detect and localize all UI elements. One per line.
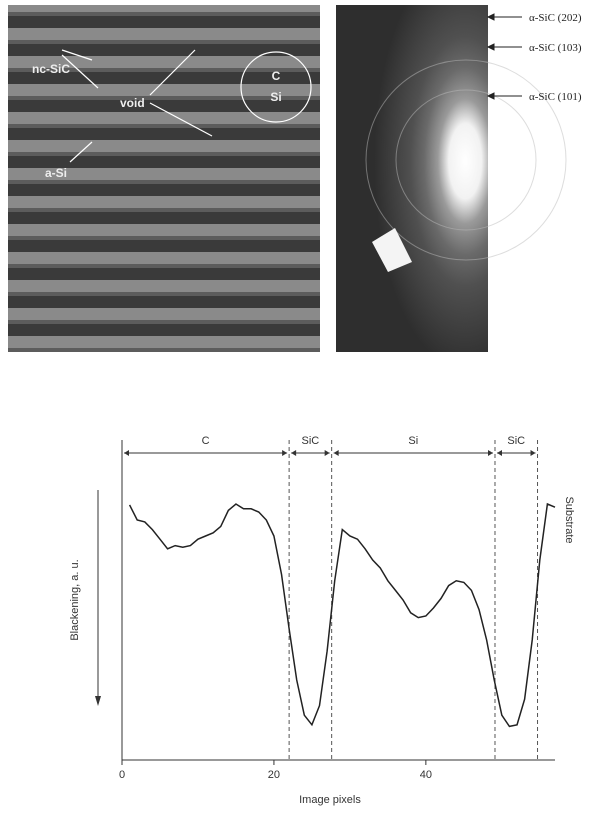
ring-label: α-SiC (202) — [529, 12, 582, 24]
arrow-head — [530, 450, 536, 456]
diffraction-spot — [372, 228, 412, 272]
label: Si — [270, 90, 281, 104]
arrow-head — [124, 450, 129, 456]
micrograph-annotations — [61, 49, 312, 163]
label: a-Si — [45, 166, 67, 180]
arrow-head — [487, 450, 493, 456]
region-label: SiC — [507, 435, 525, 447]
side-label: Substrate — [563, 496, 575, 543]
x-tick-label: 40 — [420, 769, 432, 781]
label: void — [120, 96, 145, 110]
data-line — [128, 502, 556, 728]
micrograph — [8, 5, 320, 352]
region-label: C — [202, 435, 210, 447]
ring-label: α-SiC (103) — [529, 42, 582, 54]
diffraction-pattern — [336, 5, 488, 352]
region-label: SiC — [302, 435, 320, 447]
ring-label: α-SiC (101) — [529, 91, 582, 103]
label: nc-SiC — [32, 62, 70, 76]
arrow-head — [324, 450, 330, 456]
x-tick-label: 20 — [268, 769, 280, 781]
ring-arrows — [486, 13, 522, 100]
arrow-head — [496, 450, 502, 456]
arrow-head — [333, 450, 339, 456]
x-axis-title: Image pixels — [299, 794, 361, 806]
label: C — [272, 69, 281, 83]
arrow-head — [95, 696, 101, 706]
x-tick-label: 0 — [119, 769, 125, 781]
y-axis-title: Blackening, a. u. — [69, 559, 81, 640]
arrow-head — [291, 450, 297, 456]
diffraction-rings — [365, 59, 567, 261]
arrow-head — [282, 450, 288, 456]
region-label: Si — [408, 435, 418, 447]
